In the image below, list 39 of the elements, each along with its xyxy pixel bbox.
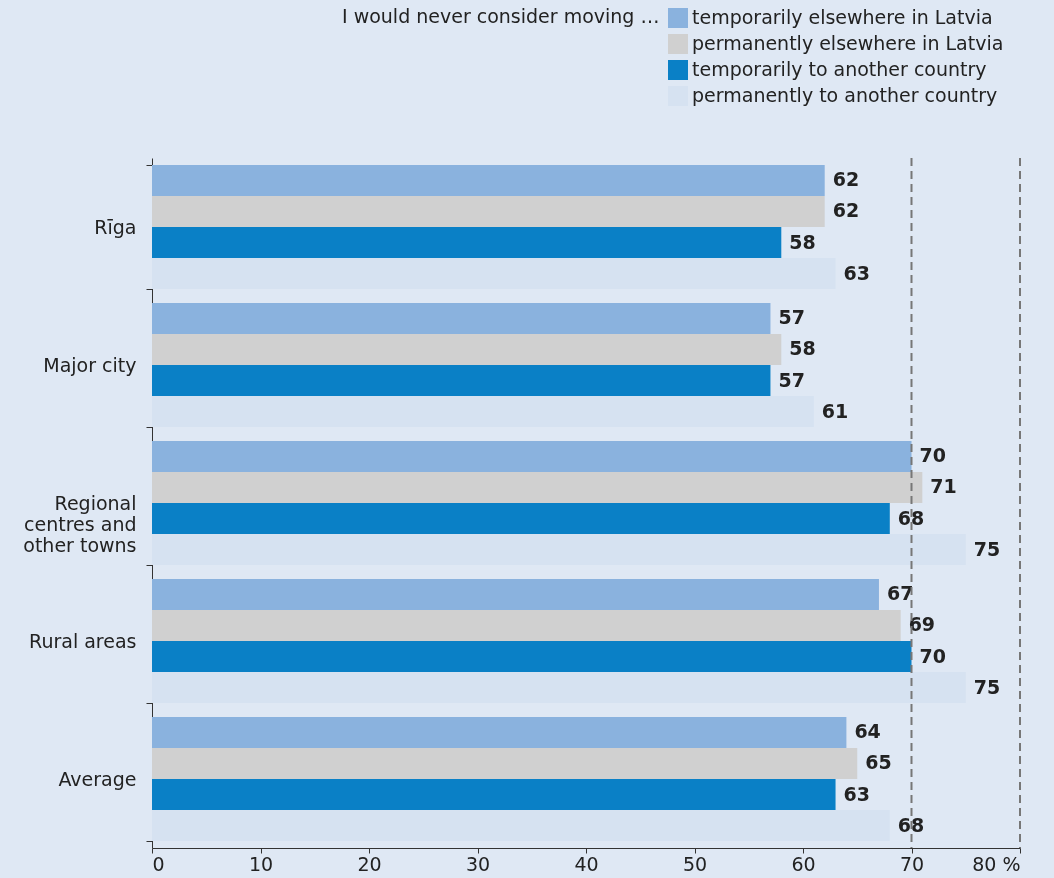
data-label: 61 bbox=[821, 399, 849, 422]
x-tick-label: 60 bbox=[791, 852, 816, 875]
legend-label: permanently to another country bbox=[692, 84, 998, 106]
x-tick-label: 10 bbox=[248, 852, 274, 875]
data-label: 62 bbox=[832, 168, 860, 191]
data-label: 71 bbox=[930, 475, 957, 498]
x-tick-label: 20 bbox=[357, 852, 382, 875]
data-label: 63 bbox=[843, 261, 870, 284]
legend-label: permanently elsewhere in Latvia bbox=[692, 32, 1004, 54]
data-label: 58 bbox=[789, 230, 816, 253]
data-label: 57 bbox=[778, 306, 805, 329]
data-label: 68 bbox=[897, 813, 925, 836]
x-tick-label: 40 bbox=[574, 852, 599, 875]
x-tick-label: 0 bbox=[152, 852, 165, 875]
data-label: 68 bbox=[897, 506, 925, 529]
x-tick-label: 30 bbox=[465, 852, 491, 875]
data-label: 69 bbox=[908, 613, 936, 636]
x-tick-label: 50 bbox=[682, 852, 708, 875]
data-label: 58 bbox=[789, 337, 816, 360]
data-label: 70 bbox=[919, 644, 946, 667]
data-label: 67 bbox=[886, 582, 914, 605]
data-label: 75 bbox=[973, 537, 1001, 560]
data-label: 57 bbox=[778, 368, 805, 391]
legend-label: temporarily elsewhere in Latvia bbox=[692, 6, 993, 28]
y-tick-label: Average bbox=[58, 767, 137, 790]
data-label: 70 bbox=[919, 444, 946, 467]
x-tick-label: 70 bbox=[899, 852, 925, 875]
y-tick-label: Regional centres and other towns bbox=[23, 491, 137, 556]
data-label: 62 bbox=[832, 199, 860, 222]
y-tick-label: Rīga bbox=[94, 215, 137, 238]
data-label: 75 bbox=[973, 675, 1001, 698]
legend-label: temporarily to another country bbox=[692, 58, 987, 80]
y-tick-label: Major city bbox=[43, 353, 137, 376]
data-label: 65 bbox=[865, 751, 892, 774]
data-label: 64 bbox=[854, 720, 881, 743]
data-label: 63 bbox=[843, 782, 870, 805]
y-tick-label: Rural areas bbox=[29, 629, 137, 652]
x-tick-label: 80 % bbox=[972, 852, 1021, 875]
legend-title: I would never consider moving … bbox=[342, 5, 660, 27]
